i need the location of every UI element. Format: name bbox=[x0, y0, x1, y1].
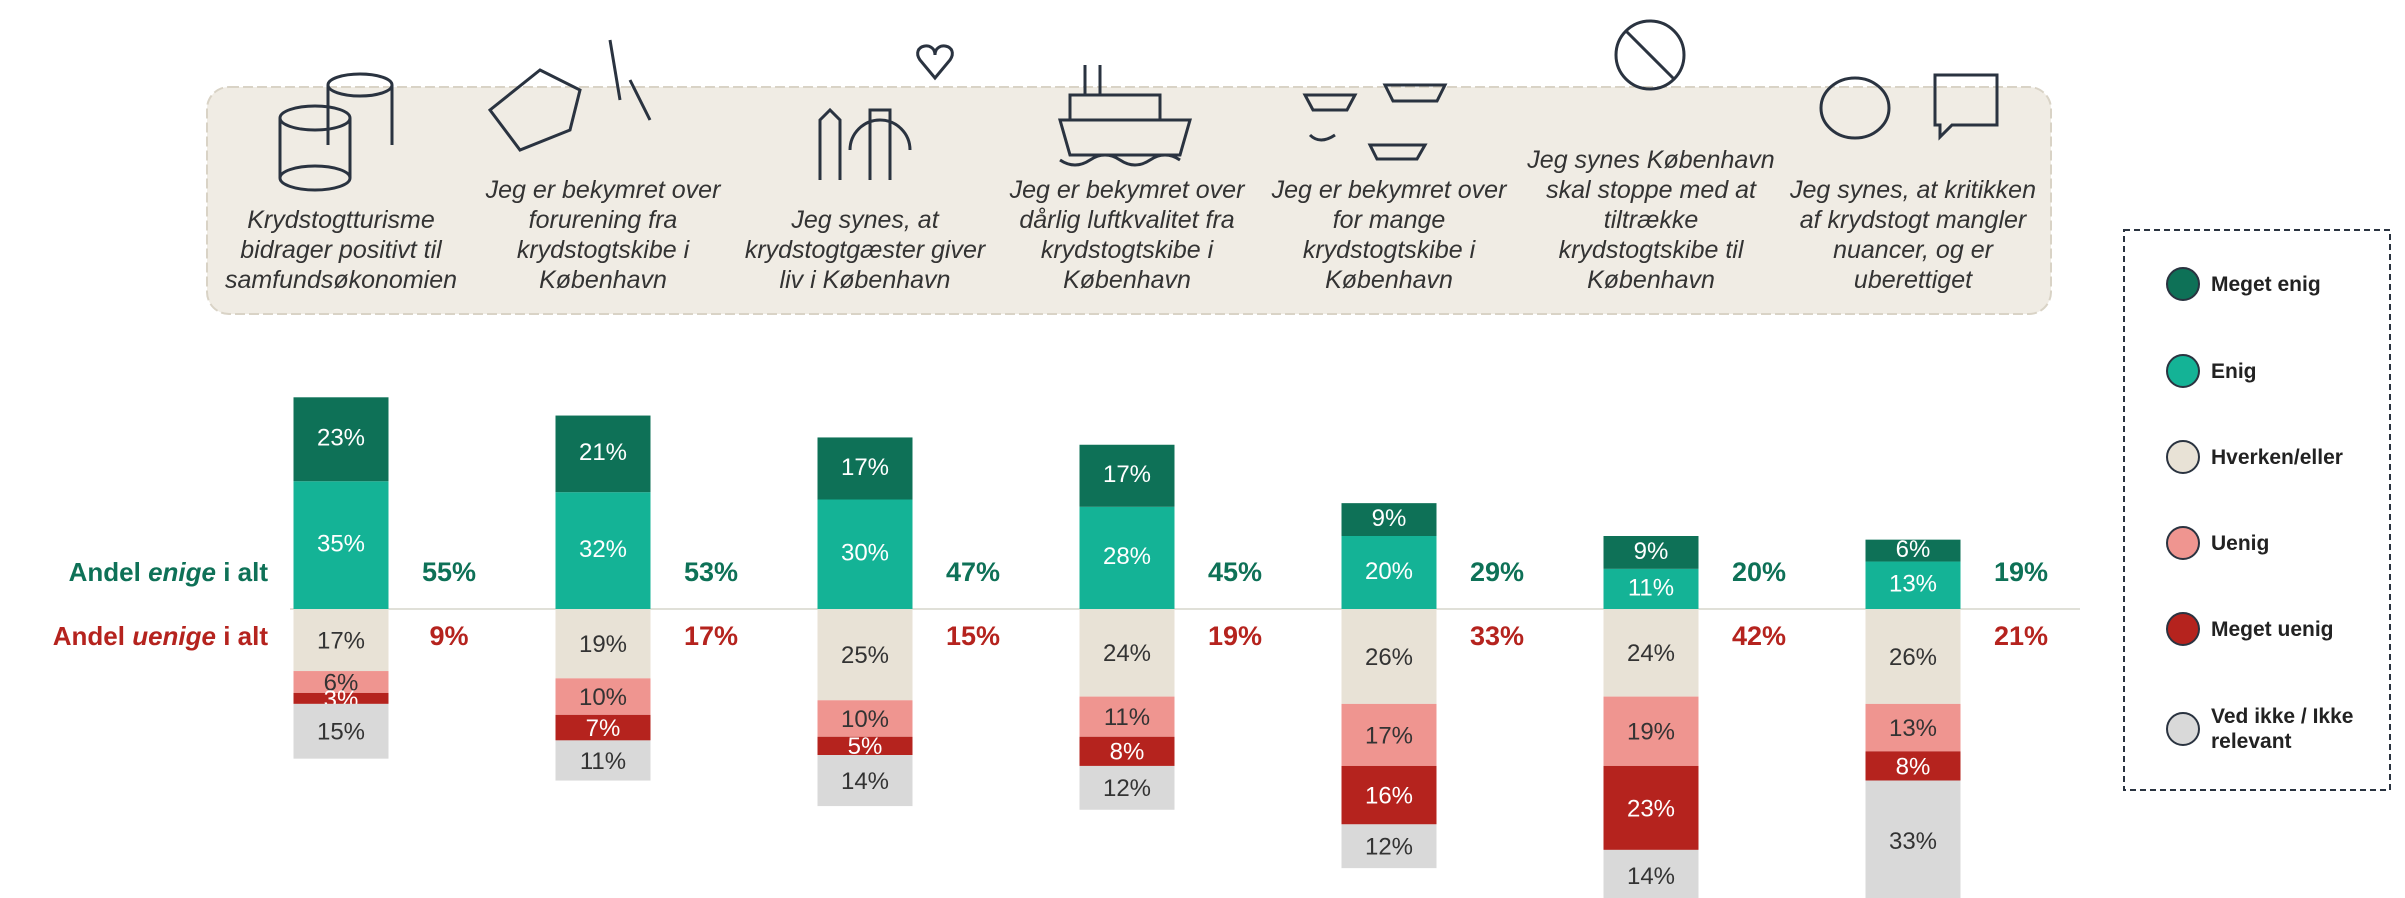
legend-label: Meget enig bbox=[2211, 272, 2356, 297]
total-label: 17% bbox=[684, 621, 738, 651]
data-label: 13% bbox=[1889, 715, 1937, 742]
row-label: Andel uenige i alt bbox=[53, 621, 269, 651]
data-label: 26% bbox=[1365, 644, 1413, 671]
data-label: 11% bbox=[1628, 574, 1674, 601]
legend-marker bbox=[2167, 268, 2199, 300]
total-label: 9% bbox=[429, 621, 468, 651]
total-label: 15% bbox=[946, 621, 1000, 651]
legend-label: Hverken/eller bbox=[2211, 445, 2356, 470]
data-label: 12% bbox=[1365, 834, 1413, 861]
legend-label: Ved ikke / Ikke relevant bbox=[2211, 704, 2356, 754]
legend-label: Uenig bbox=[2211, 531, 2356, 556]
data-label: 32% bbox=[579, 536, 627, 563]
category-label: Jeg synes København skal stoppe med at t… bbox=[1522, 120, 1780, 295]
row-label-part: i alt bbox=[216, 557, 268, 587]
category-label: Jeg synes, at krydstogtgæster giver liv … bbox=[736, 120, 994, 295]
page: {"chart_data": {"type": "bar", "categori… bbox=[0, 0, 2405, 898]
data-label: 33% bbox=[1889, 828, 1937, 855]
data-label: 15% bbox=[317, 719, 365, 746]
category-label: Jeg synes, at kritikken af krydstogt man… bbox=[1784, 120, 2042, 295]
data-label: 23% bbox=[317, 425, 365, 452]
total-label: 33% bbox=[1470, 621, 1524, 651]
data-label: 6% bbox=[1896, 536, 1931, 563]
data-label: 17% bbox=[317, 627, 365, 654]
data-label: 21% bbox=[579, 439, 627, 466]
data-label: 8% bbox=[1896, 753, 1931, 780]
total-label: 29% bbox=[1470, 557, 1524, 587]
data-label: 13% bbox=[1889, 571, 1937, 598]
data-label: 19% bbox=[579, 631, 627, 658]
data-label: 9% bbox=[1372, 505, 1407, 532]
row-label-part: Andel bbox=[69, 557, 148, 587]
data-label: 28% bbox=[1103, 543, 1151, 570]
data-label: 9% bbox=[1634, 538, 1669, 565]
legend-label: Meget uenig bbox=[2211, 617, 2356, 642]
total-label: 20% bbox=[1732, 557, 1786, 587]
total-label: 19% bbox=[1208, 621, 1262, 651]
data-label: 23% bbox=[1627, 795, 1675, 822]
data-label: 14% bbox=[1627, 863, 1675, 890]
data-label: 19% bbox=[1627, 719, 1675, 746]
row-label-part: i alt bbox=[216, 621, 268, 651]
data-label: 7% bbox=[586, 715, 621, 742]
row-label-part: uenige bbox=[132, 621, 216, 651]
data-label: 12% bbox=[1103, 775, 1151, 802]
legend-label: Enig bbox=[2211, 359, 2356, 384]
data-label: 20% bbox=[1365, 558, 1413, 585]
category-label: Krydstogtturisme bidrager positivt til s… bbox=[212, 120, 470, 295]
row-label: Andel enige i alt bbox=[69, 557, 269, 587]
data-label: 17% bbox=[1365, 722, 1413, 749]
data-label: 16% bbox=[1365, 782, 1413, 809]
data-label: 8% bbox=[1110, 739, 1145, 766]
data-label: 14% bbox=[841, 768, 889, 795]
data-label: 26% bbox=[1889, 644, 1937, 671]
legend-marker bbox=[2167, 713, 2199, 745]
data-label: 10% bbox=[579, 684, 627, 711]
data-label: 10% bbox=[841, 706, 889, 733]
data-label: 17% bbox=[1103, 461, 1151, 488]
legend-marker bbox=[2167, 441, 2199, 473]
total-label: 47% bbox=[946, 557, 1000, 587]
data-label: 24% bbox=[1103, 640, 1151, 667]
legend-marker bbox=[2167, 355, 2199, 387]
category-label: Jeg er bekymret over forurening fra kryd… bbox=[474, 120, 732, 295]
category-label: Jeg er bekymret over dårlig luftkvalitet… bbox=[998, 120, 1256, 295]
legend-marker bbox=[2167, 527, 2199, 559]
legend-marker bbox=[2167, 613, 2199, 645]
data-label: 11% bbox=[1104, 704, 1150, 731]
total-label: 21% bbox=[1994, 621, 2048, 651]
category-label: Jeg er bekymret over for mange krydstogt… bbox=[1260, 120, 1518, 295]
total-label: 19% bbox=[1994, 557, 2048, 587]
data-label: 30% bbox=[841, 540, 889, 567]
data-label: 24% bbox=[1627, 640, 1675, 667]
data-label: 25% bbox=[841, 642, 889, 669]
total-label: 55% bbox=[422, 557, 476, 587]
row-label-part: enige bbox=[148, 557, 216, 587]
row-label-part: Andel bbox=[53, 621, 132, 651]
total-label: 42% bbox=[1732, 621, 1786, 651]
total-label: 45% bbox=[1208, 557, 1262, 587]
data-label: 11% bbox=[580, 748, 626, 775]
data-label: 35% bbox=[317, 530, 365, 557]
total-label: 53% bbox=[684, 557, 738, 587]
data-label: 17% bbox=[841, 454, 889, 481]
